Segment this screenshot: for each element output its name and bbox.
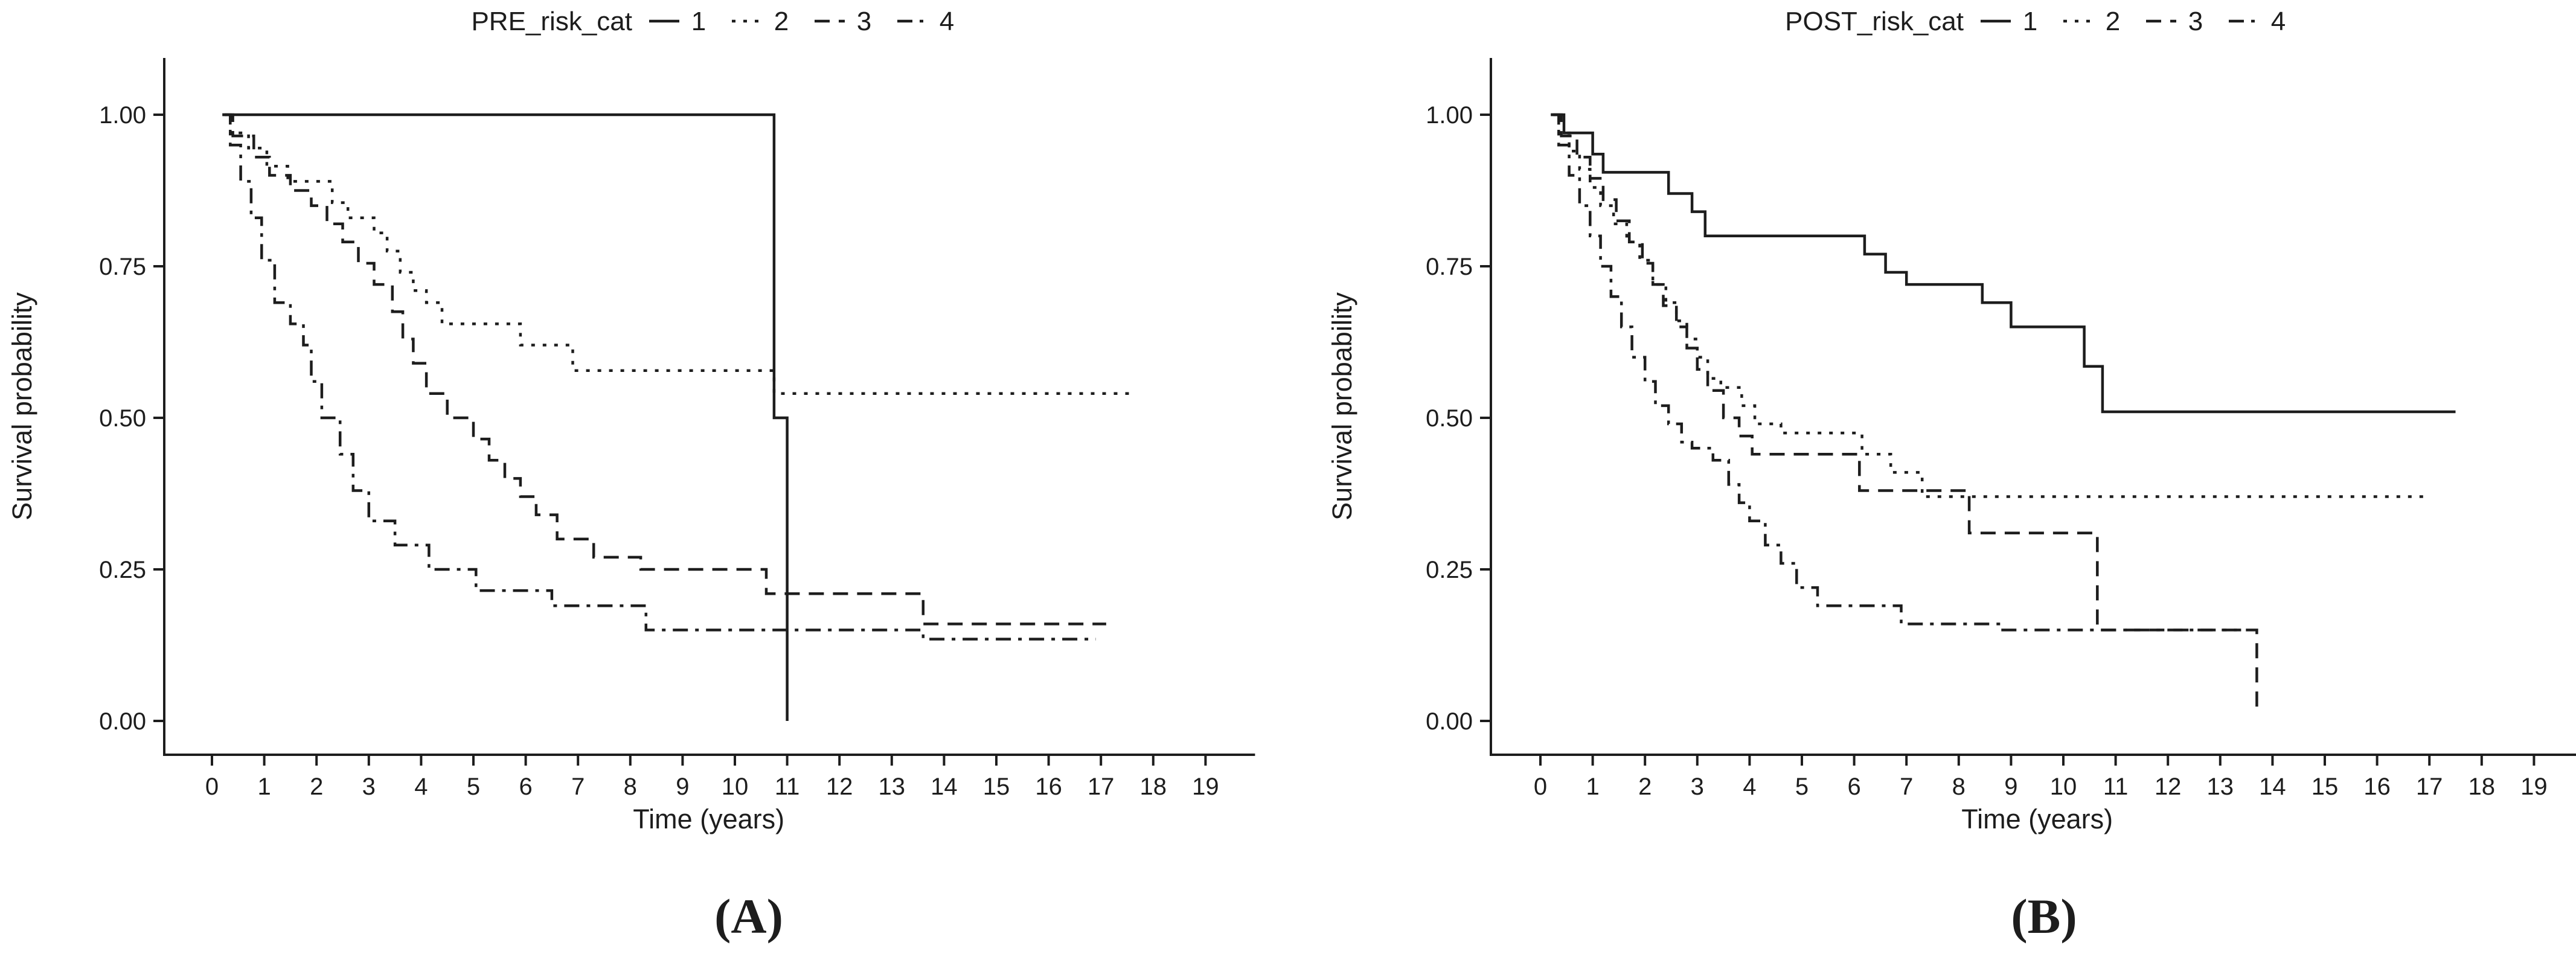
y-tick-label: 0.50	[99, 405, 146, 432]
x-tick-label: 19	[1192, 773, 1219, 800]
legend-item-label: 3	[857, 7, 871, 36]
x-tick-label: 4	[1743, 773, 1756, 800]
axis-spines-A	[163, 58, 1255, 756]
x-tick-label: 11	[775, 773, 800, 800]
x-tick-label: 11	[2103, 773, 2129, 800]
x-tick-label: 10	[722, 773, 749, 800]
y-axis-title: Survival probability	[7, 292, 37, 520]
x-tick-label: 17	[2416, 773, 2443, 800]
x-tick-label: 6	[1847, 773, 1860, 800]
survival-curve-B-group-2	[1551, 113, 2424, 498]
x-axis-title: Time (years)	[633, 804, 784, 834]
x-tick-label: 3	[1691, 773, 1704, 800]
x-tick-label: 18	[2469, 773, 2496, 800]
x-tick-label: 14	[931, 773, 958, 800]
x-axis-title: Time (years)	[1961, 804, 2113, 834]
y-tick-label: 0.75	[99, 254, 146, 280]
survival-curve-B-group-1	[1551, 113, 2456, 414]
panel-caption-A: (A)	[714, 889, 783, 944]
x-tick-label: 13	[879, 773, 906, 800]
axis-spines-B	[1490, 58, 2576, 756]
x-tick-label: 8	[624, 773, 637, 800]
legend-item-label: 3	[2188, 7, 2203, 36]
x-tick-label: 5	[467, 773, 480, 800]
x-tick-label: 12	[826, 773, 853, 800]
y-tick-label: 0.25	[99, 557, 146, 583]
survival-curve-B-group-4	[1553, 113, 2241, 632]
y-tick-label: 1.00	[99, 102, 146, 129]
survival-curve-A-group-1	[222, 113, 789, 721]
x-tick-label: 13	[2207, 773, 2234, 800]
x-tick-label: 1	[1586, 773, 1599, 800]
x-tick-label: 1	[257, 773, 271, 800]
y-tick-label: 1.00	[1426, 102, 1473, 129]
survival-curve-A-group-4	[225, 113, 1096, 641]
survival-curve-A-group-2	[222, 113, 1130, 395]
legend-title-B: POST_risk_cat	[1785, 7, 1964, 36]
legend-item-label: 2	[2106, 7, 2120, 36]
x-tick-label: 0	[1534, 773, 1547, 800]
x-tick-label: 3	[362, 773, 376, 800]
x-tick-label: 9	[2004, 773, 2017, 800]
x-tick-label: 2	[310, 773, 323, 800]
survival-curve-B-group-3	[1553, 113, 2258, 715]
x-tick-label: 5	[1795, 773, 1809, 800]
x-tick-label: 19	[2520, 773, 2548, 800]
x-tick-label: 8	[1952, 773, 1966, 800]
panel-caption-B: (B)	[2011, 889, 2077, 944]
x-tick-label: 15	[2312, 773, 2339, 800]
x-tick-label: 9	[676, 773, 689, 800]
legend-item-label: 1	[691, 7, 706, 36]
x-tick-label: 12	[2155, 773, 2182, 800]
x-tick-label: 6	[519, 773, 532, 800]
x-tick-label: 7	[1900, 773, 1913, 800]
survival-curve-A-group-3	[225, 113, 1106, 626]
x-tick-label: 18	[1140, 773, 1167, 800]
x-tick-label: 2	[1638, 773, 1652, 800]
legend-title-A: PRE_risk_cat	[471, 7, 632, 36]
legend-item-label: 2	[774, 7, 789, 36]
legend-item-label: 1	[2023, 7, 2037, 36]
y-tick-label: 0.25	[1426, 557, 1473, 583]
y-tick-label: 0.75	[1426, 254, 1473, 280]
x-tick-label: 15	[983, 773, 1010, 800]
y-tick-label: 0.00	[99, 708, 146, 735]
legend-item-label: 4	[940, 7, 954, 36]
x-tick-label: 10	[2050, 773, 2077, 800]
x-tick-label: 0	[205, 773, 219, 800]
x-tick-label: 16	[1035, 773, 1062, 800]
y-axis-title: Survival probability	[1327, 292, 1357, 520]
y-tick-label: 0.00	[1426, 708, 1473, 735]
x-tick-label: 7	[571, 773, 585, 800]
x-tick-label: 17	[1088, 773, 1115, 800]
x-tick-label: 4	[414, 773, 428, 800]
y-tick-label: 0.50	[1426, 405, 1473, 432]
x-tick-label: 14	[2259, 773, 2286, 800]
x-tick-label: 16	[2363, 773, 2391, 800]
legend-item-label: 4	[2271, 7, 2286, 36]
